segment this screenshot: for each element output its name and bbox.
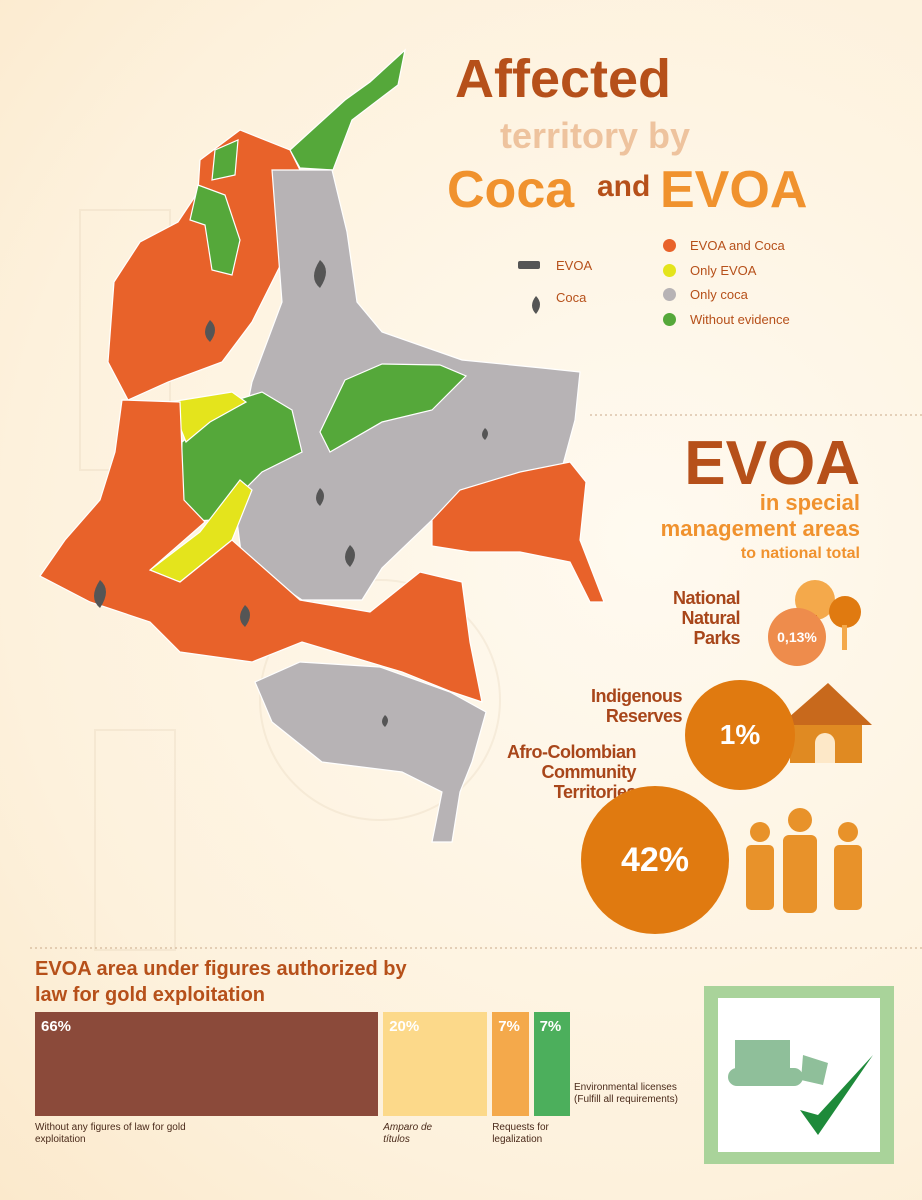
title: and bbox=[597, 170, 651, 203]
map-icons bbox=[94, 260, 488, 727]
legend-swatch bbox=[663, 288, 676, 301]
section-title: EVOA bbox=[684, 429, 860, 498]
category-label: Requests for legalization bbox=[492, 1122, 549, 1145]
bar-segment: 66% bbox=[35, 1012, 379, 1116]
value-label: 20% bbox=[389, 1018, 420, 1035]
area-label: Afro-Colombian Community Territories bbox=[507, 742, 636, 802]
certified-box bbox=[704, 986, 894, 1164]
title: EVOA bbox=[660, 161, 808, 219]
bar-segment: 7% bbox=[533, 1012, 570, 1116]
category-label: Environmental licenses (Fulfill all requ… bbox=[574, 1082, 678, 1105]
subtitle: in special bbox=[759, 490, 860, 515]
area-value: 0,13% bbox=[768, 608, 826, 666]
legend-label: Only coca bbox=[690, 287, 748, 302]
title: Coca bbox=[447, 161, 575, 219]
legend-item: Only EVOA bbox=[663, 263, 756, 278]
value-label: 66% bbox=[41, 1018, 72, 1035]
legend-item: Without evidence bbox=[663, 312, 790, 327]
category-label: Without any figures of law for gold expl… bbox=[35, 1122, 186, 1145]
subtitle: management areas bbox=[660, 516, 860, 541]
legend-swatch bbox=[663, 239, 676, 252]
legend-swatch bbox=[663, 312, 676, 326]
value-label: 7% bbox=[498, 1018, 520, 1035]
legend-label: Coca bbox=[556, 290, 587, 305]
legend-item: Only coca bbox=[663, 287, 748, 302]
chart-title: EVOA area under figures authorized by la… bbox=[35, 958, 407, 1006]
legend-label: EVOA and Coca bbox=[690, 238, 785, 253]
legend-icons bbox=[518, 261, 540, 314]
bar-segment: 20% bbox=[383, 1012, 488, 1116]
subtitle: to national total bbox=[740, 545, 860, 562]
category-label: Amparo de títulos bbox=[383, 1122, 433, 1145]
area-label: National Natural Parks bbox=[672, 588, 741, 648]
title: territory by bbox=[500, 115, 691, 156]
people-icon bbox=[746, 808, 862, 913]
title: Affected bbox=[455, 49, 672, 109]
area-label: Indigenous Reserves bbox=[591, 686, 683, 726]
legend-label: Without evidence bbox=[690, 311, 790, 327]
bar-segment: 7% bbox=[492, 1012, 529, 1116]
legend-label: Only EVOA bbox=[690, 262, 757, 278]
area-value: 42% bbox=[581, 786, 729, 934]
legend-item: EVOA and Coca bbox=[663, 238, 785, 253]
hut-icon bbox=[780, 683, 872, 763]
area-value: 1% bbox=[685, 680, 795, 790]
value-label: 7% bbox=[539, 1018, 562, 1035]
legend-label: EVOA bbox=[556, 258, 593, 273]
legend-swatch bbox=[663, 263, 676, 277]
